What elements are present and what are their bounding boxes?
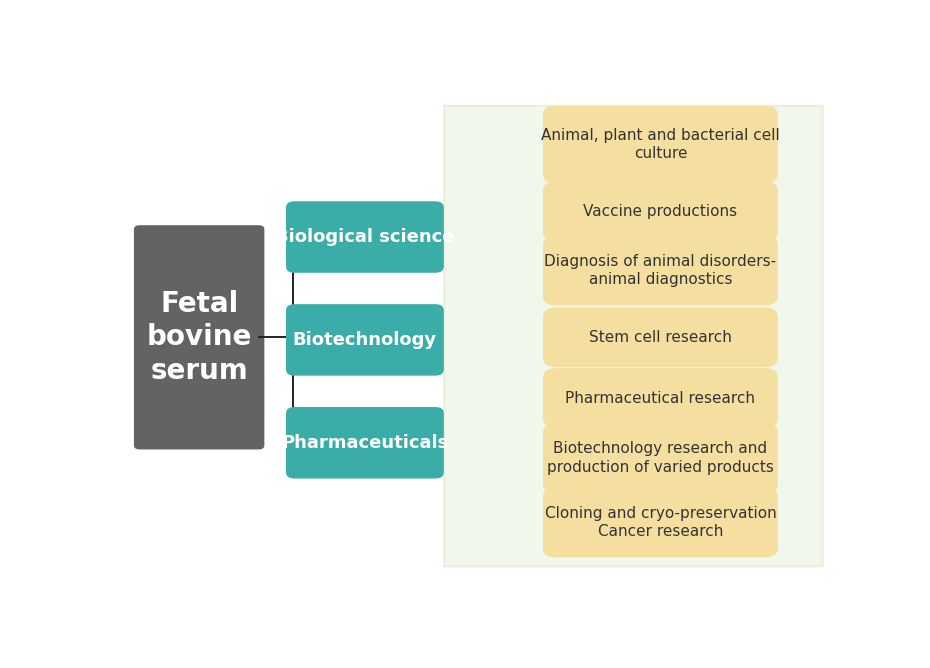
Text: Stem cell research: Stem cell research: [589, 330, 732, 345]
Text: Biotechnology research and
production of varied products: Biotechnology research and production of…: [547, 442, 774, 475]
Text: Cloning and cryo-preservation
Cancer research: Cloning and cryo-preservation Cancer res…: [545, 506, 777, 539]
FancyBboxPatch shape: [543, 236, 777, 305]
FancyBboxPatch shape: [543, 307, 777, 367]
FancyBboxPatch shape: [286, 201, 444, 273]
Text: Pharmaceuticals: Pharmaceuticals: [281, 434, 448, 452]
FancyBboxPatch shape: [543, 182, 777, 241]
FancyBboxPatch shape: [543, 368, 777, 428]
Text: Pharmaceutical research: Pharmaceutical research: [565, 391, 755, 405]
FancyBboxPatch shape: [543, 424, 777, 493]
FancyBboxPatch shape: [286, 304, 444, 375]
FancyBboxPatch shape: [445, 106, 822, 566]
Text: Biotechnology: Biotechnology: [293, 331, 437, 349]
Text: Animal, plant and bacterial cell
culture: Animal, plant and bacterial cell culture: [541, 128, 779, 161]
FancyBboxPatch shape: [134, 225, 264, 450]
Text: Diagnosis of animal disorders-
animal diagnostics: Diagnosis of animal disorders- animal di…: [544, 254, 777, 287]
Text: Fetal
bovine
serum: Fetal bovine serum: [146, 290, 252, 385]
Text: Biological science: Biological science: [275, 228, 455, 246]
FancyBboxPatch shape: [286, 407, 444, 478]
FancyBboxPatch shape: [543, 488, 777, 558]
Text: Vaccine productions: Vaccine productions: [583, 204, 737, 219]
FancyBboxPatch shape: [543, 106, 777, 183]
